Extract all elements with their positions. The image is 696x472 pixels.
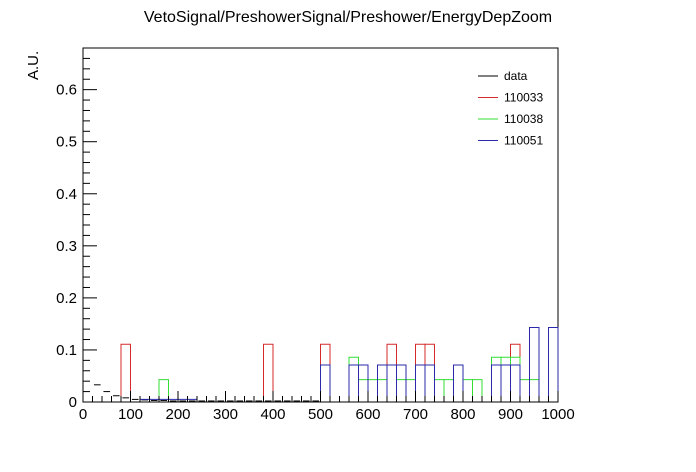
x-tick-label: 0 — [79, 406, 87, 423]
bar-110038-0 — [158, 379, 169, 402]
bar-110051-14 — [453, 364, 464, 402]
x-tick-label: 400 — [260, 406, 285, 423]
y-tick-label: 0.4 — [56, 186, 77, 203]
bar-110051-18 — [529, 327, 540, 402]
bar-110051-8 — [358, 364, 369, 402]
y-tick-label: 0.3 — [56, 238, 77, 255]
y-tick-label: 0.2 — [56, 290, 77, 307]
bar-110038-10 — [472, 379, 483, 402]
x-tick-label: 600 — [355, 406, 380, 423]
y-tick-label: 0.1 — [56, 342, 77, 359]
legend-item-110033: 110033 — [478, 91, 543, 105]
bar-110051-11 — [396, 364, 407, 402]
bar-110033-1 — [263, 343, 274, 402]
y-tick-label: 0 — [69, 394, 77, 411]
bar-110051-6 — [320, 364, 331, 402]
x-tick-label: 100 — [118, 406, 143, 423]
bar-110033-0 — [120, 343, 131, 402]
legend-item-data: data — [478, 69, 528, 83]
series-data — [93, 384, 320, 402]
bar-110051-13 — [424, 364, 435, 402]
bar-110051-19 — [548, 327, 559, 402]
y-axis-label: A.U. — [25, 51, 42, 80]
legend-item-110038: 110038 — [478, 112, 543, 126]
x-tick-label: 1000 — [541, 406, 574, 423]
y-tick-label: 0.6 — [56, 82, 77, 99]
axes-layer: 0 100 200 300 400 500 600 700 800 900 1000 0 0.1 0.2 0… — [56, 47, 575, 423]
legend-label: 110051 — [504, 134, 543, 148]
x-tick-label: 800 — [450, 406, 475, 423]
legend: data 110033 110038 110051 — [478, 69, 543, 148]
y-tick-label: 0.5 — [56, 134, 77, 151]
x-tick-label: 200 — [165, 406, 190, 423]
x-tick-label: 900 — [498, 406, 523, 423]
series-layer — [93, 327, 559, 402]
x-tick-label: 700 — [403, 406, 428, 423]
x-tick-label: 300 — [213, 406, 238, 423]
legend-label: 110038 — [504, 112, 543, 126]
legend-item-110051: 110051 — [478, 134, 543, 148]
legend-label: data — [504, 69, 528, 83]
chart-title: VetoSignal/PreshowerSignal/Preshower/Ene… — [144, 9, 552, 26]
bar-110051-17 — [510, 364, 521, 402]
legend-label: 110033 — [504, 91, 543, 105]
x-tick-label: 500 — [308, 406, 333, 423]
